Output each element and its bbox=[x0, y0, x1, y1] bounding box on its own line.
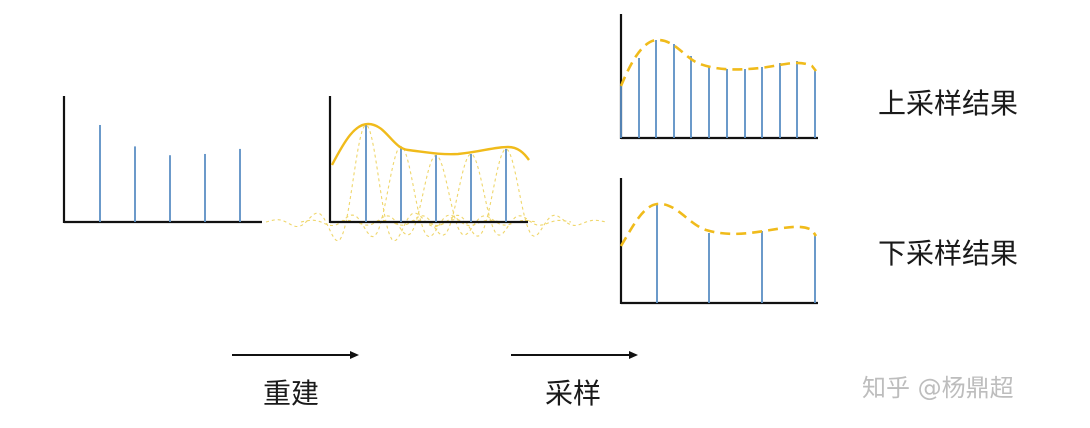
upsampled-curve bbox=[619, 38, 818, 87]
reconstruct-arrow-icon bbox=[232, 351, 359, 359]
upsampled-axes bbox=[619, 14, 818, 140]
input-samples-axes bbox=[62, 96, 262, 224]
downsampled-stems bbox=[656, 204, 816, 303]
sample-arrow-icon bbox=[511, 351, 638, 359]
sample-label: 采样 bbox=[545, 377, 602, 410]
upsample-result-label: 上采样结果 bbox=[878, 87, 1019, 120]
downsampled-axes bbox=[619, 178, 818, 305]
downsample-result-label: 下采样结果 bbox=[878, 237, 1019, 270]
upsampled-stems bbox=[620, 40, 816, 138]
reconstruction-axes bbox=[328, 96, 528, 224]
reconstruction-stems bbox=[365, 124, 507, 222]
interpolation-kernel bbox=[335, 154, 537, 236]
reconstructed-curve bbox=[330, 122, 530, 166]
watermark: 知乎 @杨鼎超 bbox=[862, 374, 1014, 402]
reconstruct-label: 重建 bbox=[263, 377, 320, 410]
input-samples-stems bbox=[99, 124, 241, 222]
downsampled-curve bbox=[619, 202, 818, 247]
